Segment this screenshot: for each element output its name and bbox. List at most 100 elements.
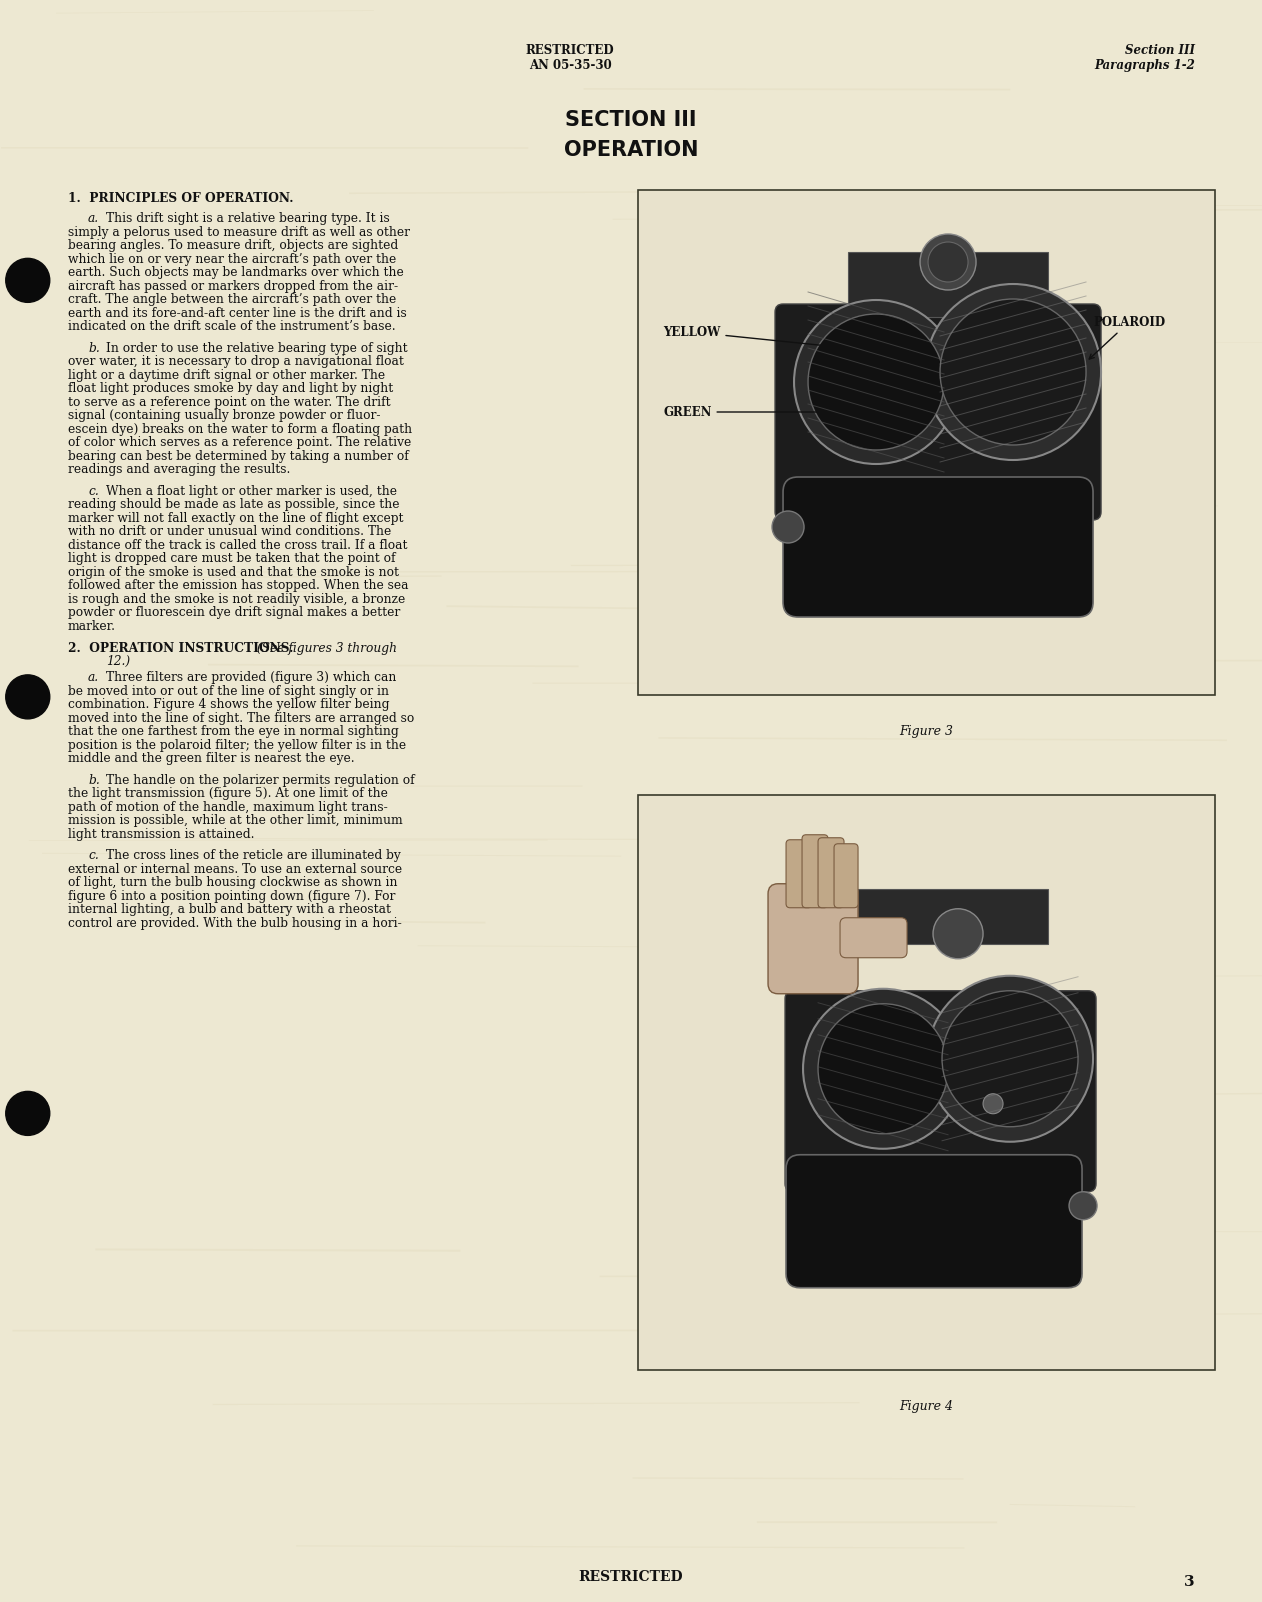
Text: is rough and the smoke is not readily visible, a bronze: is rough and the smoke is not readily vi… [68,593,405,606]
Bar [848,252,1047,317]
Text: a.: a. [88,211,100,226]
Circle shape [803,988,963,1149]
FancyBboxPatch shape [769,884,858,993]
Text: In order to use the relative bearing type of sight: In order to use the relative bearing typ… [106,341,408,356]
FancyBboxPatch shape [775,304,1100,521]
Text: the light transmission (figure 5). At one limit of the: the light transmission (figure 5). At on… [68,787,387,801]
Text: bearing angles. To measure drift, objects are sighted: bearing angles. To measure drift, object… [68,239,399,252]
FancyBboxPatch shape [818,838,844,908]
Text: simply a pelorus used to measure drift as well as other: simply a pelorus used to measure drift a… [68,226,410,239]
Text: The cross lines of the reticle are illuminated by: The cross lines of the reticle are illum… [106,849,401,862]
Circle shape [818,1004,948,1134]
Text: marker will not fall exactly on the line of flight except: marker will not fall exactly on the line… [68,513,404,525]
Text: RESTRICTED: RESTRICTED [526,43,615,58]
Text: internal lighting, a bulb and battery with a rheostat: internal lighting, a bulb and battery wi… [68,904,391,916]
Text: path of motion of the handle, maximum light trans-: path of motion of the handle, maximum li… [68,801,387,814]
Text: c.: c. [88,485,98,498]
FancyBboxPatch shape [785,990,1095,1192]
Text: Paragraphs 1-2: Paragraphs 1-2 [1094,59,1195,72]
FancyBboxPatch shape [840,918,907,958]
Text: over water, it is necessary to drop a navigational float: over water, it is necessary to drop a na… [68,356,404,368]
Text: marker.: marker. [68,620,116,633]
Text: light is dropped care must be taken that the point of: light is dropped care must be taken that… [68,553,395,566]
Text: moved into the line of sight. The filters are arranged so: moved into the line of sight. The filter… [68,711,414,724]
Circle shape [794,300,958,465]
Text: of color which serves as a reference point. The relative: of color which serves as a reference poi… [68,436,411,449]
Text: external or internal means. To use an external source: external or internal means. To use an ex… [68,863,403,876]
Bar [858,889,1047,944]
Text: RESTRICTED: RESTRICTED [579,1570,683,1584]
Text: a.: a. [88,671,100,684]
Text: powder or fluorescein dye drift signal makes a better: powder or fluorescein dye drift signal m… [68,607,400,620]
Text: b.: b. [88,774,100,787]
Text: position is the polaroid filter; the yellow filter is in the: position is the polaroid filter; the yel… [68,739,406,751]
Text: light or a daytime drift signal or other marker. The: light or a daytime drift signal or other… [68,368,385,381]
Circle shape [6,1091,49,1136]
Circle shape [983,1094,1003,1113]
Text: be moved into or out of the line of sight singly or in: be moved into or out of the line of sigh… [68,684,389,698]
Text: Three filters are provided (figure 3) which can: Three filters are provided (figure 3) wh… [106,671,396,684]
Circle shape [808,314,944,450]
FancyBboxPatch shape [803,835,828,908]
Circle shape [6,674,49,719]
Text: earth and its fore-and-aft center line is the drift and is: earth and its fore-and-aft center line i… [68,306,406,320]
Text: 1.  PRINCIPLES OF OPERATION.: 1. PRINCIPLES OF OPERATION. [68,192,294,205]
FancyBboxPatch shape [834,844,858,908]
Text: light transmission is attained.: light transmission is attained. [68,828,255,841]
Text: aircraft has passed or markers dropped from the air-: aircraft has passed or markers dropped f… [68,280,398,293]
Text: reading should be made as late as possible, since the: reading should be made as late as possib… [68,498,400,511]
Text: Figure 3: Figure 3 [900,726,954,739]
Text: OPERATION: OPERATION [564,139,698,160]
Text: followed after the emission has stopped. When the sea: followed after the emission has stopped.… [68,580,409,593]
Text: GREEN: GREEN [663,405,824,418]
Text: figure 6 into a position pointing down (figure 7). For: figure 6 into a position pointing down (… [68,891,395,904]
FancyBboxPatch shape [782,477,1093,617]
Text: 3: 3 [1184,1575,1195,1589]
Circle shape [933,908,983,958]
Text: SECTION III: SECTION III [565,111,697,130]
Text: The handle on the polarizer permits regulation of: The handle on the polarizer permits regu… [106,774,415,787]
Bar [639,795,1215,1370]
FancyBboxPatch shape [786,839,811,908]
Circle shape [920,234,976,290]
Bar [639,191,1215,695]
Text: mission is possible, while at the other limit, minimum: mission is possible, while at the other … [68,814,403,827]
Circle shape [941,990,1078,1126]
Text: POLAROID: POLAROID [1089,316,1165,359]
Text: b.: b. [88,341,100,356]
Text: control are provided. With the bulb housing in a hori-: control are provided. With the bulb hous… [68,916,401,929]
Text: signal (containing usually bronze powder or fluor-: signal (containing usually bronze powder… [68,410,381,423]
Text: Figure 4: Figure 4 [900,1400,954,1413]
Text: craft. The angle between the aircraft’s path over the: craft. The angle between the aircraft’s … [68,293,396,306]
Circle shape [772,511,804,543]
Text: float light produces smoke by day and light by night: float light produces smoke by day and li… [68,383,394,396]
Text: which lie on or very near the aircraft’s path over the: which lie on or very near the aircraft’s… [68,253,396,266]
Text: c.: c. [88,849,98,862]
Text: with no drift or under unusual wind conditions. The: with no drift or under unusual wind cond… [68,525,391,538]
Circle shape [928,976,1093,1142]
Text: to serve as a reference point on the water. The drift: to serve as a reference point on the wat… [68,396,391,409]
Circle shape [940,300,1087,445]
Text: When a float light or other marker is used, the: When a float light or other marker is us… [106,485,398,498]
Text: that the one farthest from the eye in normal sighting: that the one farthest from the eye in no… [68,726,399,739]
Text: readings and averaging the results.: readings and averaging the results. [68,463,290,476]
Text: This drift sight is a relative bearing type. It is: This drift sight is a relative bearing t… [106,211,390,226]
Text: bearing can best be determined by taking a number of: bearing can best be determined by taking… [68,450,409,463]
Text: 2.  OPERATION INSTRUCTIONS.: 2. OPERATION INSTRUCTIONS. [68,641,293,655]
Text: YELLOW: YELLOW [663,325,834,348]
Text: distance off the track is called the cross trail. If a float: distance off the track is called the cro… [68,538,408,553]
Circle shape [1069,1192,1097,1219]
Text: origin of the smoke is used and that the smoke is not: origin of the smoke is used and that the… [68,566,399,578]
Circle shape [925,284,1100,460]
Text: AN 05-35-30: AN 05-35-30 [529,59,611,72]
Text: of light, turn the bulb housing clockwise as shown in: of light, turn the bulb housing clockwis… [68,876,398,889]
Text: combination. Figure 4 shows the yellow filter being: combination. Figure 4 shows the yellow f… [68,698,390,711]
Text: Section III: Section III [1124,43,1195,58]
Text: earth. Such objects may be landmarks over which the: earth. Such objects may be landmarks ove… [68,266,404,279]
Text: (See figures 3 through: (See figures 3 through [252,641,398,655]
Circle shape [6,258,49,303]
Text: indicated on the drift scale of the instrument’s base.: indicated on the drift scale of the inst… [68,320,395,333]
Text: middle and the green filter is nearest the eye.: middle and the green filter is nearest t… [68,753,355,766]
Circle shape [928,242,968,282]
Text: 12.): 12.) [106,655,130,668]
